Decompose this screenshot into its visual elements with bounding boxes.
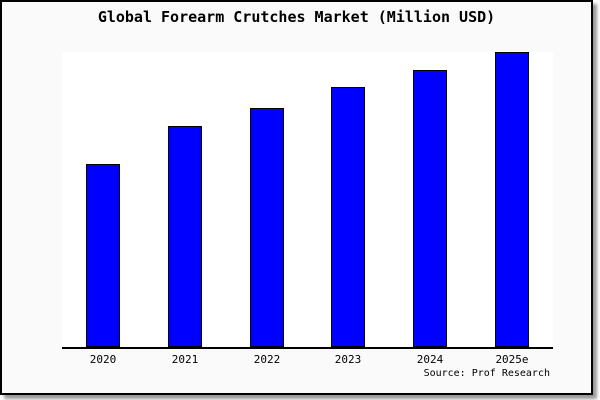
chart-frame: Global Forearm Crutches Market (Million … (0, 0, 593, 395)
source-credit: Source: Prof Research (423, 368, 550, 379)
x-tick-label-2024: 2024 (416, 353, 444, 366)
bar-2022 (250, 108, 284, 347)
plot-area (62, 52, 553, 349)
chart-title: Global Forearm Crutches Market (Million … (97, 8, 496, 26)
x-tick-label-2020: 2020 (89, 353, 117, 366)
x-tick-label-2025e: 2025e (495, 353, 529, 366)
x-tick-label-2021: 2021 (171, 353, 199, 366)
bar-2020 (86, 164, 120, 347)
bar-2023 (331, 87, 365, 347)
x-tick-label-2023: 2023 (334, 353, 362, 366)
bar-2025e (495, 52, 529, 347)
bar-2024 (413, 70, 447, 347)
bar-2021 (168, 126, 202, 347)
x-tick-label-2022: 2022 (253, 353, 281, 366)
